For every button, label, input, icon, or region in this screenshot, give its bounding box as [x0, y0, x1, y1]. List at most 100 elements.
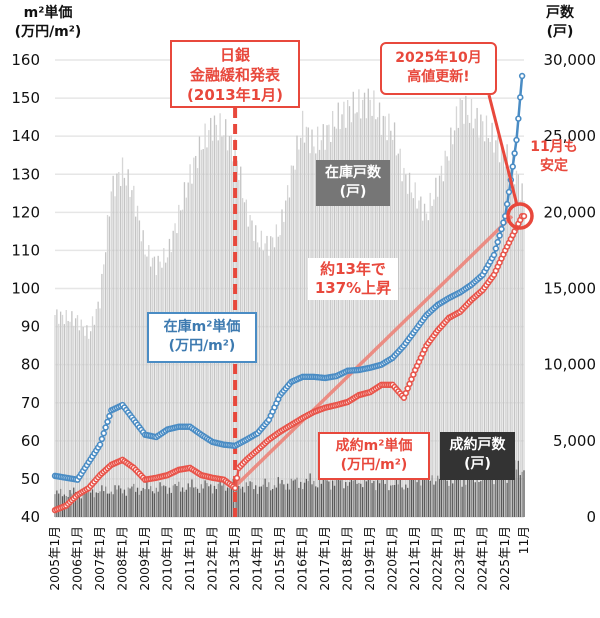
record-line1: 2025年10月: [395, 50, 482, 66]
inventory-count-bar: [67, 320, 69, 517]
contract-count-bar: [335, 476, 338, 517]
inventory-count-bar: [296, 135, 298, 517]
inventory-count-bar: [377, 117, 379, 518]
inventory-count-bar: [508, 168, 510, 517]
inventory-count-bar: [69, 321, 71, 517]
contract-count-bar: [309, 473, 311, 517]
contract-count-bar: [399, 479, 401, 517]
contract-count-bar: [271, 488, 274, 517]
x-tick-label: 2018年1月: [340, 526, 355, 591]
inventory-count-bar: [150, 266, 152, 517]
contract-count-bar: [313, 480, 315, 517]
x-tick-label: 2021年1月: [407, 526, 422, 591]
inventory-count-bar: [320, 140, 323, 518]
inventory-count-bar: [82, 327, 84, 517]
inventory-count-bar: [335, 128, 338, 517]
inventory-count-bar: [326, 125, 328, 517]
inventory-count-bar: [166, 257, 169, 517]
inventory-count-bar: [333, 126, 336, 517]
inventory-price-point: [496, 232, 503, 239]
contract-count-bar: [108, 493, 111, 517]
inventory-count-bar: [266, 235, 268, 517]
contract-count-bar: [97, 492, 99, 517]
right-axis-title-line1: 戸数: [546, 5, 574, 21]
inventory-count-bar: [495, 140, 497, 517]
inventory-count-bar: [343, 101, 345, 518]
contract-count-bar: [101, 485, 103, 517]
record-line2: 高値更新!: [407, 69, 470, 85]
contract-count-bar: [285, 489, 287, 517]
contract-count-bar: [455, 475, 458, 517]
contract-count-bar: [178, 481, 180, 517]
contract-count-bar: [498, 466, 501, 517]
contract-count-bar: [180, 491, 182, 517]
inventory-count-bar: [311, 129, 313, 517]
inventory-count-bar: [339, 129, 341, 518]
contract-count-bar: [74, 491, 77, 517]
inventory-count-bar: [380, 134, 383, 517]
contract-count-bar: [324, 479, 326, 517]
inventory-count-bar: [97, 301, 99, 517]
inventory-count-bar: [174, 223, 176, 517]
contract-count-bar: [420, 485, 422, 517]
contract-count-bar: [193, 487, 195, 517]
contract-count-bar: [204, 480, 206, 517]
contract-count-bar: [140, 490, 142, 517]
inventory-count-bar: [104, 252, 107, 517]
inventory-count-bar: [95, 308, 97, 517]
contract-count-bar: [386, 479, 388, 517]
growth-line1: 約13年で: [320, 260, 386, 278]
contract-count-bar: [487, 475, 490, 517]
inventory-count-bar: [350, 122, 353, 518]
inventory-count-bar: [437, 196, 439, 517]
inventory-count-bar: [521, 183, 523, 517]
inventory-count-bar: [165, 262, 167, 517]
inventory-count-bar: [453, 130, 456, 517]
contract-count-bar: [375, 490, 377, 517]
x-tick-label: 2012年1月: [205, 526, 220, 591]
contract-count-bar: [468, 472, 471, 517]
contract-count-bar: [422, 474, 424, 517]
inventory-count-bar: [144, 254, 146, 518]
contract-count-bar: [163, 485, 165, 517]
inventory-count-bar: [292, 165, 294, 517]
inventory-count-bar: [273, 247, 276, 517]
inventory-count-bar: [468, 122, 471, 517]
contract-count-bar: [345, 482, 347, 517]
inventory-count-bar: [356, 112, 358, 517]
inventory-count-bar: [63, 324, 66, 517]
contract-count-bar: [238, 486, 240, 517]
contract-count-bar: [497, 476, 499, 517]
inventory-count-bar: [86, 325, 88, 517]
contract-count-bar: [281, 480, 283, 517]
left-tick-label: 100: [11, 280, 40, 298]
contract-price-point: [233, 474, 241, 482]
contract-count-bar: [483, 476, 486, 517]
contract-count-bar: [230, 488, 233, 517]
november-note: 11月も 安定: [528, 138, 580, 176]
inventory-count-bar: [251, 220, 253, 517]
contract-count-bar: [512, 469, 514, 517]
inventory-count-bar: [256, 242, 259, 517]
contract-count-bar: [380, 478, 383, 517]
inventory-count-label: 在庫戸数 (戸): [316, 160, 390, 206]
contract-count-bar: [438, 478, 441, 517]
contract-count-label: 成約戸数 (戸): [440, 432, 515, 480]
contract-count-bar: [410, 477, 413, 517]
inventory-count-bar: [337, 102, 339, 518]
inventory-count-bar: [452, 144, 454, 518]
contract-count-bar: [446, 480, 448, 517]
contract-count-bar: [103, 491, 105, 517]
contract-count-bar: [196, 488, 199, 517]
inventory-count-bar: [277, 236, 279, 517]
inventory-count-bar: [103, 264, 105, 517]
inventory-count-bar: [388, 113, 390, 517]
inventory-count-bar: [301, 110, 304, 518]
inventory-count-bar: [127, 169, 129, 517]
contract-count-bar: [390, 485, 392, 517]
x-tick-label: 2019年1月: [362, 526, 377, 591]
inventory-count-bar: [497, 135, 499, 517]
inventory-count-bar: [61, 314, 64, 517]
inventory-count-bar: [65, 309, 67, 517]
